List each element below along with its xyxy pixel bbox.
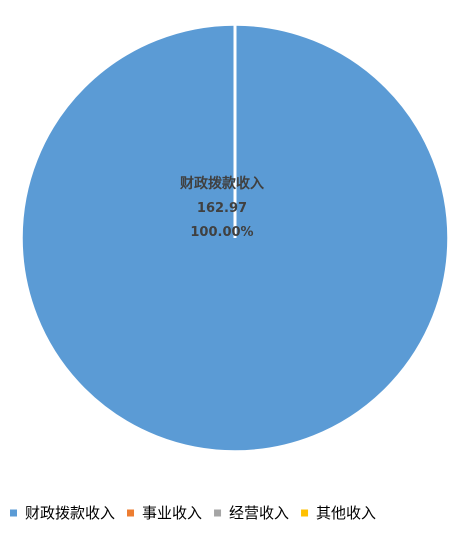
legend-label: 其他收入 (316, 504, 376, 522)
legend-label: 事业收入 (142, 504, 202, 522)
legend-item: 财政拨款收入 (10, 504, 115, 522)
legend-label: 经营收入 (229, 504, 289, 522)
pie-slices (21, 24, 449, 452)
legend-label: 财政拨款收入 (25, 504, 115, 522)
data-labels: 财政拨款收入 162.97 100.00% (179, 175, 264, 240)
legend-marker (127, 509, 135, 517)
data-label-value: 162.97 (197, 201, 247, 216)
legend-marker (10, 509, 17, 517)
legend-marker (301, 509, 309, 517)
data-label-percent: 100.00% (190, 225, 253, 240)
legend-item: 事业收入 (127, 504, 202, 522)
legend-item: 其他收入 (301, 504, 376, 522)
legend-item: 经营收入 (214, 504, 289, 522)
data-label-category: 财政拨款收入 (179, 175, 264, 192)
legend: 财政拨款收入 事业收入 经营收入 其他收入 (10, 504, 376, 522)
legend-marker (214, 509, 222, 517)
